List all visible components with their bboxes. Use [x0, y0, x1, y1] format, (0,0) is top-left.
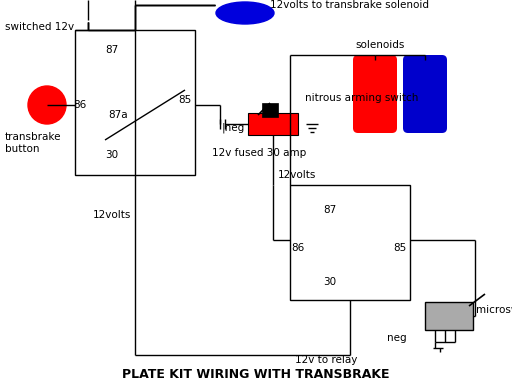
- Text: 12v to relay: 12v to relay: [295, 355, 357, 365]
- Text: 12volts: 12volts: [93, 210, 131, 220]
- Bar: [248, 113, 298, 135]
- Text: 12v fused 30 amp: 12v fused 30 amp: [212, 148, 306, 158]
- Text: solenoids: solenoids: [355, 40, 404, 50]
- Text: 12volts to transbrake solenoid: 12volts to transbrake solenoid: [270, 0, 429, 10]
- Ellipse shape: [28, 86, 66, 124]
- Text: transbrake
button: transbrake button: [5, 132, 61, 154]
- Text: switched 12v: switched 12v: [5, 22, 74, 32]
- Text: 86: 86: [73, 100, 87, 110]
- Text: microswitch: microswitch: [476, 305, 512, 315]
- Bar: [262, 103, 278, 117]
- Text: 86: 86: [291, 243, 305, 253]
- Text: 87: 87: [105, 45, 119, 55]
- Bar: [75, 30, 195, 175]
- Text: |neg: |neg: [222, 123, 245, 133]
- Bar: [425, 302, 473, 330]
- FancyBboxPatch shape: [403, 55, 447, 133]
- Text: 87: 87: [324, 205, 336, 215]
- Ellipse shape: [216, 2, 274, 24]
- FancyBboxPatch shape: [353, 55, 397, 133]
- Bar: [290, 185, 410, 300]
- Text: 87a: 87a: [108, 110, 128, 120]
- Text: PLATE KIT WIRING WITH TRANSBRAKE: PLATE KIT WIRING WITH TRANSBRAKE: [122, 369, 390, 381]
- Text: 85: 85: [393, 243, 407, 253]
- Text: neg: neg: [388, 333, 407, 343]
- Text: 30: 30: [324, 277, 336, 287]
- Text: 30: 30: [105, 150, 119, 160]
- Text: 12volts: 12volts: [278, 170, 316, 180]
- Text: 85: 85: [178, 95, 191, 105]
- Text: nitrous arming switch: nitrous arming switch: [305, 93, 418, 103]
